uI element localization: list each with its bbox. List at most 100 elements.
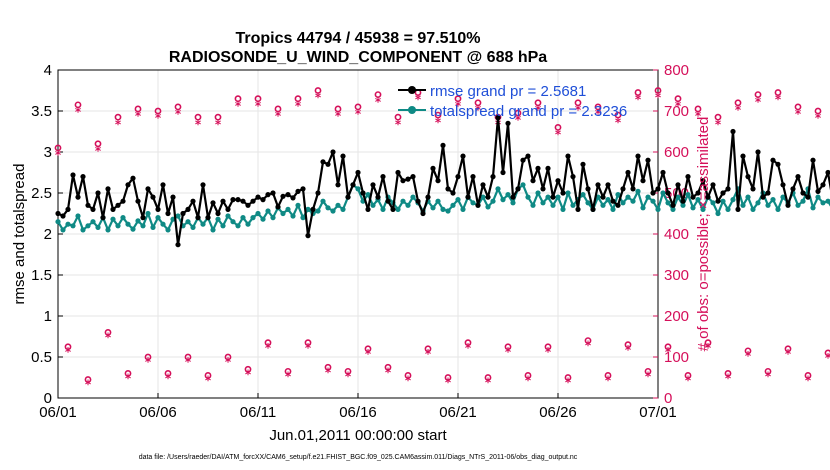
- rmse-point: [750, 186, 756, 192]
- x-tick-label: 06/01: [39, 404, 77, 421]
- obs-possible-marker: [624, 341, 632, 349]
- obs-assimilated-marker: *: [505, 345, 512, 359]
- totalspread-point: [610, 206, 616, 212]
- obs-assimilated-marker: *: [795, 107, 802, 121]
- rmse-point: [290, 195, 296, 201]
- totalspread-point: [665, 200, 671, 206]
- rmse-point: [470, 174, 476, 180]
- rmse-point: [135, 198, 141, 204]
- obs-possible-marker: [454, 95, 462, 103]
- obs-assimilated-marker: *: [165, 372, 172, 386]
- rmse-point: [305, 233, 311, 239]
- obs-assimilated-marker: *: [805, 374, 812, 388]
- rmse-point: [60, 213, 66, 219]
- obs-possible-marker: [324, 363, 332, 371]
- rmse-point: [700, 178, 706, 184]
- y-tick-label: 3.5: [31, 103, 52, 120]
- obs-possible-marker: [224, 353, 232, 361]
- totalspread-point: [150, 224, 156, 230]
- totalspread-point: [380, 206, 386, 212]
- obs-assimilated-marker: *: [645, 369, 652, 383]
- x-tick-label: 06/11: [240, 404, 276, 421]
- rmse-point: [65, 206, 71, 212]
- totalspread-point: [165, 227, 171, 233]
- rmse-point: [540, 186, 546, 192]
- obs-assimilated-marker: *: [385, 365, 392, 379]
- obs-possible-marker: [434, 111, 442, 119]
- obs-possible-marker: [264, 339, 272, 347]
- y-right-tick-label: 0: [664, 390, 672, 407]
- rmse-point: [590, 206, 596, 212]
- rmse-point: [95, 190, 101, 196]
- rmse-point: [310, 206, 316, 212]
- rmse-point: [800, 190, 806, 196]
- totalspread-point: [710, 200, 716, 206]
- rmse-point: [445, 186, 451, 192]
- obs-possible-marker: [234, 95, 242, 103]
- obs-possible-marker: [824, 349, 830, 357]
- rmse-point: [105, 186, 111, 192]
- y-right-tick-label: 100: [664, 349, 689, 366]
- obs-assimilated-marker: *: [475, 103, 482, 117]
- obs-assimilated-marker: *: [425, 347, 432, 361]
- totalspread-point: [645, 194, 651, 200]
- obs-possible-marker: [814, 107, 822, 115]
- obs-assimilated-marker: *: [465, 341, 472, 355]
- rmse-point: [620, 186, 626, 192]
- totalspread-point: [490, 198, 496, 204]
- rmse-point: [530, 178, 536, 184]
- obs-assimilated-marker: *: [715, 117, 722, 131]
- rmse-point: [315, 190, 321, 196]
- rmse-point: [140, 215, 146, 221]
- obs-possible-marker: [594, 103, 602, 111]
- obs-assimilated-marker: *: [305, 341, 312, 355]
- totalspread-point: [225, 213, 231, 219]
- totalspread-point: [675, 194, 681, 200]
- totalspread-point: [200, 221, 206, 227]
- totalspread-point: [670, 206, 676, 212]
- rmse-point: [740, 153, 746, 159]
- rmse-point: [125, 182, 131, 188]
- obs-possible-marker: [644, 367, 652, 375]
- totalspread-point: [155, 215, 161, 221]
- obs-possible-marker: [654, 87, 662, 94]
- rmse-point: [605, 182, 611, 188]
- rmse-point: [710, 182, 716, 188]
- rmse-point: [575, 206, 581, 212]
- obs-possible-marker: [304, 339, 312, 347]
- rmse-point: [440, 142, 446, 148]
- totalspread-point: [565, 190, 571, 196]
- rmse-point: [350, 182, 356, 188]
- obs-assimilated-marker: *: [765, 369, 772, 383]
- totalspread-point: [470, 200, 476, 206]
- obs-possible-marker: [104, 328, 112, 336]
- y-right-tick-label: 600: [664, 144, 689, 161]
- rmse-point: [430, 165, 436, 171]
- totalspread-point: [55, 219, 61, 225]
- obs-possible-marker: [144, 353, 152, 361]
- obs-assimilated-marker: *: [755, 95, 762, 109]
- rmse-point: [75, 194, 81, 200]
- totalspread-point: [400, 198, 406, 204]
- totalspread-point: [680, 202, 686, 208]
- obs-assimilated-marker: *: [215, 117, 222, 131]
- totalspread-point: [730, 197, 736, 203]
- totalspread-point: [800, 198, 806, 204]
- obs-assimilated-marker: *: [415, 93, 422, 107]
- totalspread-point: [480, 194, 486, 200]
- rmse-point: [525, 153, 531, 159]
- totalspread-point: [620, 200, 626, 206]
- y-tick-label: 1: [44, 308, 52, 325]
- rmse-point: [640, 178, 646, 184]
- rmse-point: [695, 190, 701, 196]
- obs-assimilated-marker: *: [545, 345, 552, 359]
- totalspread-point: [445, 208, 451, 214]
- rmse-point: [745, 174, 751, 180]
- rmse-point: [250, 198, 256, 204]
- obs-possible-marker: [354, 103, 362, 111]
- rmse-point: [825, 169, 830, 176]
- rmse-point: [165, 210, 171, 217]
- totalspread-point: [625, 194, 631, 200]
- rmse-point: [465, 194, 471, 200]
- x-tick-label: 06/26: [539, 404, 577, 421]
